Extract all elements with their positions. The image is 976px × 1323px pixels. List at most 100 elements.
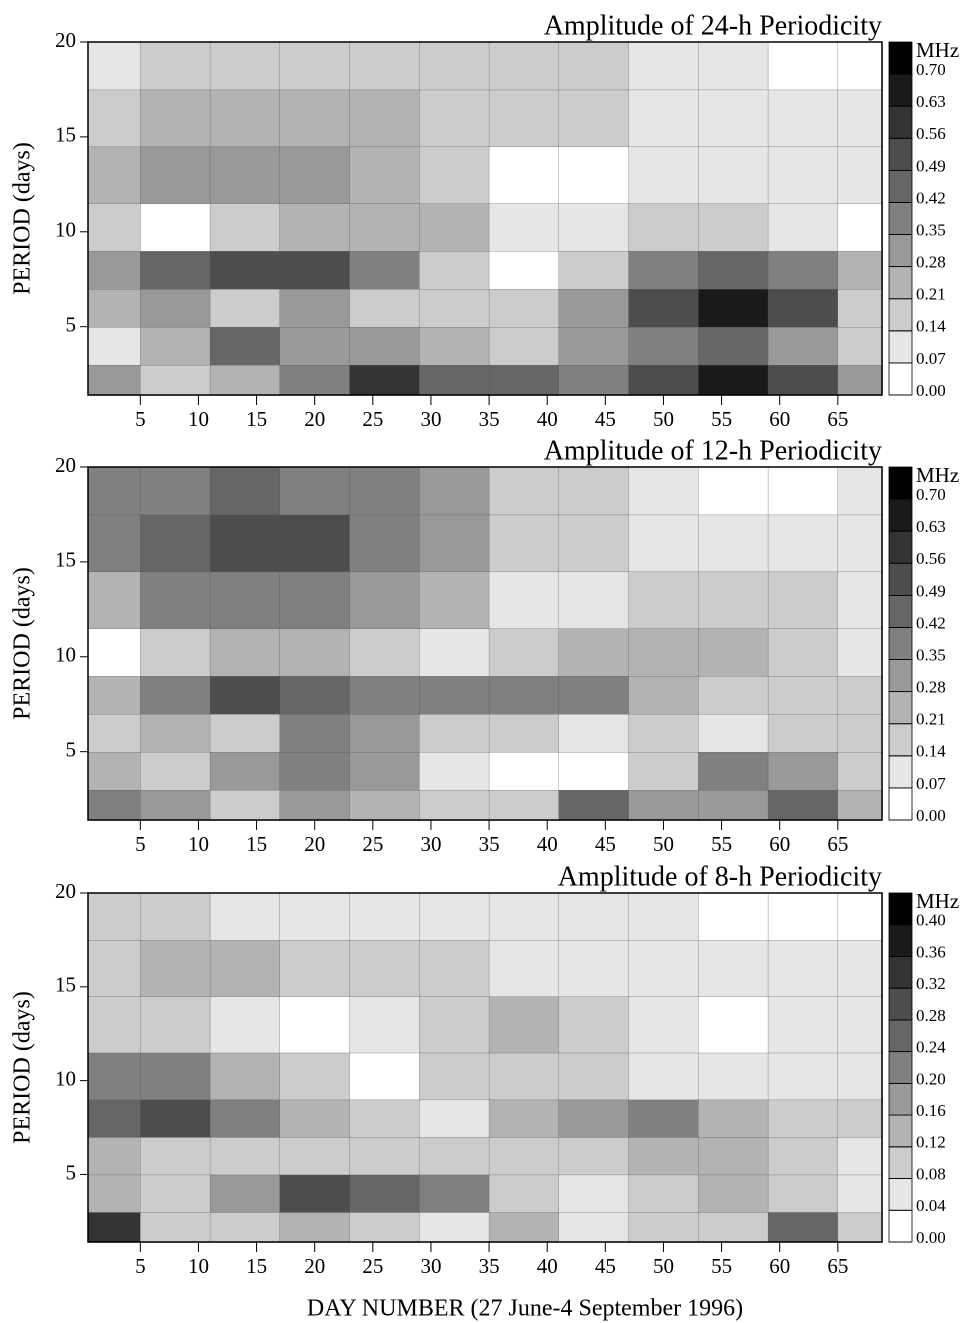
- contour-cell: [558, 713, 630, 753]
- contour-cell: [558, 288, 630, 328]
- colorbar-band: [888, 169, 913, 203]
- contour-cell: [698, 288, 769, 328]
- x-tick-label: 5: [135, 832, 146, 856]
- x-tick-label: 40: [537, 1254, 558, 1278]
- contour-cell: [279, 1211, 351, 1243]
- contour-cell: [279, 146, 351, 204]
- contour-cell: [488, 89, 560, 148]
- contour-cell: [767, 1136, 839, 1176]
- contour-cell: [349, 203, 420, 252]
- contour-cell: [349, 1211, 420, 1243]
- contour-cell: [419, 146, 490, 204]
- contour-cell: [87, 41, 141, 91]
- colorbar-band: [888, 298, 913, 332]
- contour-cell: [767, 364, 839, 396]
- contour-cell: [488, 203, 560, 252]
- colorbar-band: [888, 691, 913, 725]
- contour-cell: [698, 364, 769, 396]
- colorbar-label: 0.40: [916, 911, 946, 930]
- contour-cell: [488, 466, 560, 516]
- contour-cell: [87, 713, 141, 753]
- contour-cell: [558, 939, 630, 997]
- contour-cell: [837, 250, 883, 290]
- contour-cell: [767, 789, 839, 821]
- contour-cell: [349, 713, 420, 753]
- contour-cell: [209, 466, 281, 516]
- colorbar-label: 0.28: [916, 1006, 946, 1025]
- contour-cell: [558, 892, 630, 941]
- y-tick-label: 5: [66, 312, 77, 336]
- x-tick-label: 5: [135, 407, 146, 431]
- x-tick-label: 5: [135, 1254, 146, 1278]
- contour-cell: [558, 146, 630, 204]
- x-tick-label: 60: [769, 832, 790, 856]
- contour-cell: [279, 514, 351, 573]
- contour-cell: [488, 939, 560, 997]
- x-tick-label: 65: [827, 1254, 848, 1278]
- colorbar-label: 0.35: [916, 220, 946, 239]
- x-tick-label: 60: [769, 1254, 790, 1278]
- contour-cell: [349, 288, 420, 328]
- colorbar-label: 0.21: [916, 710, 946, 729]
- colorbar-label: 0.28: [916, 253, 946, 272]
- y-tick-label: 15: [55, 123, 76, 147]
- contour-cell: [209, 675, 281, 715]
- contour-cell: [837, 1099, 883, 1138]
- contour-cell: [209, 892, 281, 941]
- contour-cell: [698, 713, 769, 753]
- contour-cell: [488, 364, 560, 396]
- contour-cell: [628, 1211, 699, 1243]
- colorbar-band: [888, 987, 913, 1021]
- contour-cell: [628, 364, 699, 396]
- x-tick-label: 65: [827, 832, 848, 856]
- contour-cell: [767, 939, 839, 997]
- y-tick-label: 10: [55, 218, 76, 242]
- contour-cell: [349, 675, 420, 715]
- contour-cell: [87, 250, 141, 290]
- contour-cell: [558, 675, 630, 715]
- x-tick-label: 50: [653, 832, 674, 856]
- contour-cell: [558, 1174, 630, 1213]
- contour-cell: [279, 1099, 351, 1138]
- colorbar-band: [888, 1146, 913, 1179]
- plot-frame: [87, 466, 883, 821]
- x-tick-label: 10: [188, 832, 209, 856]
- contour-cell: [87, 628, 141, 677]
- contour-cell: [698, 675, 769, 715]
- contour-cell: [349, 628, 420, 677]
- contour-cell: [140, 250, 211, 290]
- contour-cell: [558, 250, 630, 290]
- contour-cell: [488, 1211, 560, 1243]
- colorbar-band: [888, 41, 913, 75]
- colorbar-band: [888, 723, 913, 757]
- colorbar-label: 0.49: [916, 581, 946, 600]
- x-axis-label: DAY NUMBER (27 June-4 September 1996): [307, 1296, 743, 1322]
- contour-cell: [628, 571, 699, 629]
- colorbar-label: 0.56: [916, 549, 946, 568]
- colorbar-band: [888, 137, 913, 171]
- x-tick-label: 55: [711, 407, 732, 431]
- colorbar-label: 0.36: [916, 942, 946, 961]
- contour-cell: [837, 675, 883, 715]
- contour-cell: [209, 996, 281, 1054]
- contour-cell: [628, 1136, 699, 1176]
- y-tick-label: 15: [55, 548, 76, 572]
- contour-cell: [209, 514, 281, 573]
- x-tick-label: 20: [304, 407, 325, 431]
- contour-cell: [558, 1099, 630, 1138]
- contour-cell: [698, 514, 769, 573]
- colorbar-band: [888, 1019, 913, 1053]
- contour-cell: [419, 514, 490, 573]
- contour-cell: [628, 939, 699, 997]
- contour-cell: [140, 466, 211, 516]
- contour-cell: [837, 288, 883, 328]
- colorbar-label: 0.07: [916, 774, 946, 793]
- contour-cell: [87, 364, 141, 396]
- contour-cell: [837, 1136, 883, 1176]
- colorbar-label: 0.42: [916, 613, 946, 632]
- colorbar-label: 0.21: [916, 285, 946, 304]
- contour-cell: [349, 1099, 420, 1138]
- contour-cell: [488, 1174, 560, 1213]
- contour-cell: [209, 146, 281, 204]
